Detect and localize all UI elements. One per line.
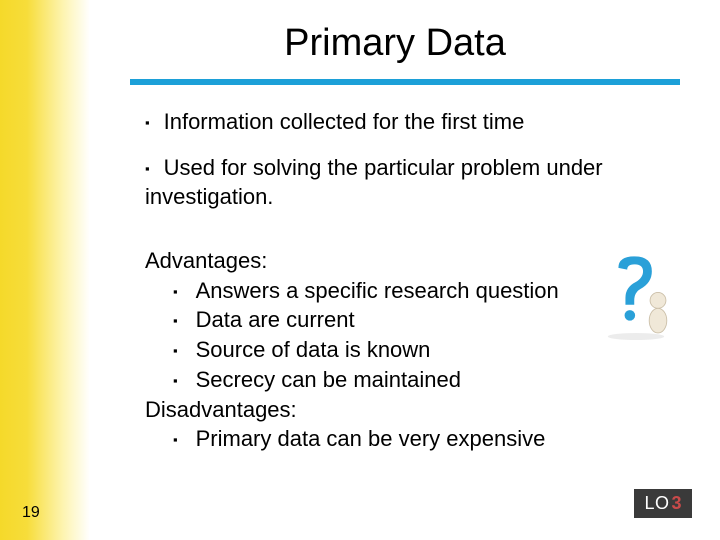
bullet-mark-icon: ▪ [145,115,150,130]
sub-bullet-item: ▪ Primary data can be very expensive [145,424,680,454]
sub-bullet-text: Secrecy can be maintained [196,367,461,392]
bullet-mark-icon: ▪ [173,284,178,299]
bullet-item: ▪Used for solving the particular problem… [145,153,680,212]
sub-bullet-text: Source of data is known [196,337,431,362]
bullet-item: ▪ Information collected for the first tim… [145,107,680,137]
sub-bullet-text: Primary data can be very expensive [196,426,546,451]
lo-number: 3 [671,493,682,513]
bullet-mark-icon: ▪ [173,343,178,358]
lo-badge: LO3 [634,489,692,518]
bullet-mark-icon: ▪ [145,161,150,176]
lo-label: LO [644,493,669,513]
sidebar-gradient [0,0,90,540]
sub-bullet-text: Data are current [196,307,355,332]
disadvantages-heading: Disadvantages: [145,395,680,425]
bullet-text: Used for solving the particular problem … [145,155,603,210]
question-mark-figure-icon [592,252,680,340]
page-number: 19 [22,504,40,522]
bullet-text: Information collected for the first time [164,109,525,134]
sub-bullet-text: Answers a specific research question [196,278,559,303]
slide-title: Primary Data [90,22,720,65]
bullet-mark-icon: ▪ [173,313,178,328]
title-divider [130,79,680,85]
bullet-mark-icon: ▪ [173,373,178,388]
slide-content: Primary Data ▪ Information collected for … [90,0,720,540]
sub-bullet-item: ▪ Secrecy can be maintained [145,365,680,395]
bullet-mark-icon: ▪ [173,432,178,447]
